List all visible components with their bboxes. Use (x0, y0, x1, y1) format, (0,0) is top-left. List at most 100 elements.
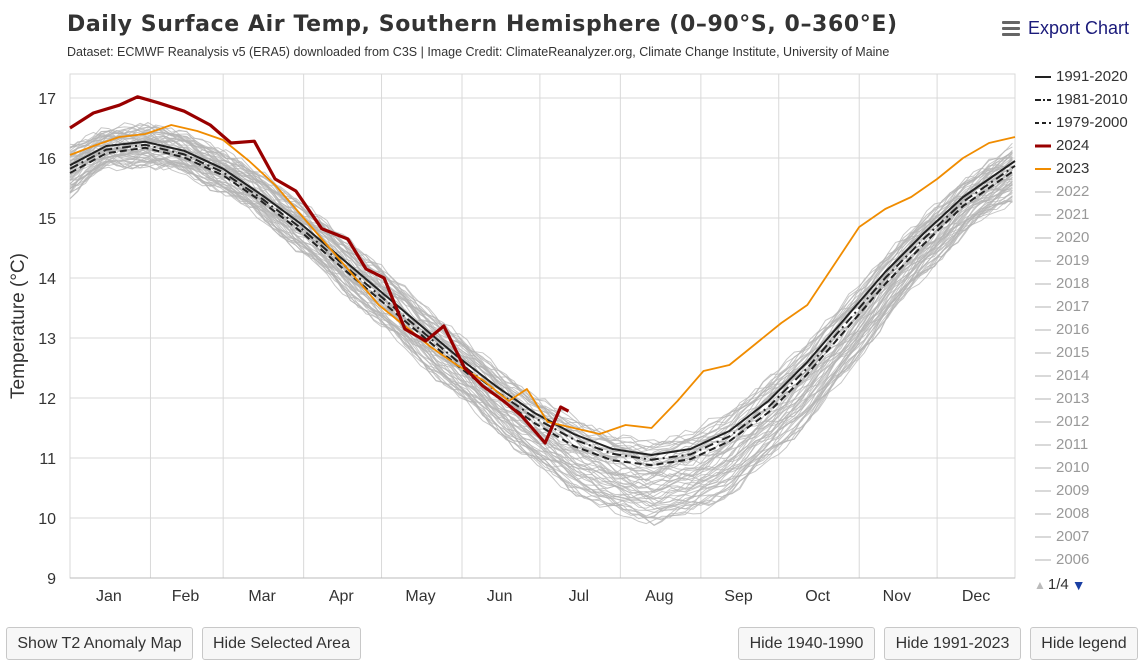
historical-year-line[interactable] (69, 156, 1013, 511)
historical-year-line[interactable] (69, 124, 1013, 450)
export-chart-label: Export Chart (1027, 18, 1129, 38)
legend-swatch-icon (1035, 466, 1051, 469)
historical-year-line[interactable] (69, 161, 1013, 525)
legend-item-2023[interactable]: 2023 (1034, 157, 1139, 180)
x-tick-label: Jun (487, 588, 513, 605)
legend-label: 2011 (1056, 436, 1089, 453)
legend-page-up-icon[interactable]: ▲ (1034, 577, 1046, 592)
legend-item-2006[interactable]: 2006 (1034, 548, 1139, 571)
x-tick-label: Sep (724, 588, 753, 605)
temperature-chart: 9 10 11 12 13 14 15 16 17 Jan Feb Mar Apr May Jun Jul Au… (8, 73, 1016, 605)
series-line-2023[interactable] (69, 124, 1016, 435)
legend-label: 2006 (1056, 551, 1090, 568)
x-tick-label: Dec (962, 588, 990, 605)
legend-item-1979-2000[interactable]: 1979-2000 (1034, 111, 1139, 134)
chart-legend: 1991-2020 1981-2010 1979-2000 2024 2023 2022 2… (1034, 65, 1139, 571)
historical-year-line[interactable] (69, 121, 1013, 452)
legend-swatch-icon (1035, 443, 1051, 446)
historical-year-line[interactable] (69, 122, 1013, 445)
x-tick-label: May (405, 588, 435, 605)
x-tick-label: Oct (805, 588, 830, 605)
historical-year-line[interactable] (69, 160, 1013, 519)
legend-item-2007[interactable]: 2007 (1034, 525, 1139, 548)
legend-page-label: 1/4 (1047, 576, 1069, 593)
legend-swatch-icon (1035, 98, 1051, 101)
legend-page-down-icon[interactable]: ▼ (1071, 576, 1086, 593)
legend-swatch-icon (1035, 420, 1051, 423)
legend-item-2012[interactable]: 2012 (1034, 410, 1139, 433)
legend-label: 1979-2000 (1056, 114, 1128, 131)
legend-item-2018[interactable]: 2018 (1034, 272, 1139, 295)
legend-item-2019[interactable]: 2019 (1034, 249, 1139, 272)
historical-year-line[interactable] (69, 124, 1013, 446)
historical-year-line[interactable] (69, 148, 1013, 504)
legend-label: 2019 (1056, 252, 1090, 269)
legend-swatch-icon (1035, 351, 1051, 354)
y-axis-title: Temperature (°C) (8, 253, 29, 399)
y-tick-label: 12 (38, 391, 56, 408)
hide-selected-area-button[interactable]: Hide Selected Area (202, 627, 361, 660)
legend-label: 2016 (1056, 321, 1090, 338)
hide-1991-2023-button[interactable]: Hide 1991-2023 (884, 627, 1021, 660)
legend-item-2024[interactable]: 2024 (1034, 134, 1139, 157)
legend-item-2008[interactable]: 2008 (1034, 502, 1139, 525)
historical-year-line[interactable] (69, 135, 1013, 468)
export-chart-button[interactable]: Export Chart (1001, 18, 1129, 39)
legend-item-2017[interactable]: 2017 (1034, 295, 1139, 318)
legend-swatch-icon (1035, 236, 1051, 239)
legend-label: 2008 (1056, 505, 1090, 522)
legend-swatch-icon (1035, 489, 1051, 492)
x-tick-label: Feb (172, 588, 200, 605)
series-line-2024[interactable] (69, 95, 570, 445)
hide-legend-button[interactable]: Hide legend (1030, 627, 1138, 660)
legend-label: 1981-2010 (1056, 91, 1128, 108)
legend-label: 2009 (1056, 482, 1090, 499)
chart-subtitle: Dataset: ECMWF Reanalysis v5 (ERA5) down… (67, 45, 890, 59)
y-tick-label: 10 (38, 511, 56, 528)
series-line-1981-2010[interactable] (69, 143, 1016, 461)
y-tick-label: 15 (38, 211, 56, 228)
legend-swatch-icon (1035, 190, 1051, 193)
hide-1940-1990-button[interactable]: Hide 1940-1990 (738, 627, 875, 660)
x-tick-label: Mar (248, 588, 276, 605)
legend-item-2015[interactable]: 2015 (1034, 341, 1139, 364)
legend-item-1991-2020[interactable]: 1991-2020 (1034, 65, 1139, 88)
legend-item-2013[interactable]: 2013 (1034, 387, 1139, 410)
y-tick-label: 17 (38, 91, 56, 108)
legend-item-2021[interactable]: 2021 (1034, 203, 1139, 226)
legend-swatch-icon (1035, 121, 1051, 124)
legend-swatch-icon (1035, 259, 1051, 262)
legend-item-2014[interactable]: 2014 (1034, 364, 1139, 387)
historical-year-line[interactable] (69, 149, 1013, 500)
legend-item-2010[interactable]: 2010 (1034, 456, 1139, 479)
chart-series[interactable] (69, 95, 1016, 467)
series-line-1979-2000[interactable] (69, 146, 1016, 467)
historical-year-line[interactable] (69, 151, 1013, 504)
historical-year-line[interactable] (69, 160, 1013, 526)
legend-item-2020[interactable]: 2020 (1034, 226, 1139, 249)
legend-swatch-icon (1035, 167, 1051, 170)
y-tick-label: 14 (38, 271, 56, 288)
legend-swatch-icon (1035, 328, 1051, 331)
show-anomaly-map-button[interactable]: Show T2 Anomaly Map (6, 627, 193, 660)
legend-item-2022[interactable]: 2022 (1034, 180, 1139, 203)
legend-item-2011[interactable]: 2011 (1034, 433, 1139, 456)
legend-item-2016[interactable]: 2016 (1034, 318, 1139, 341)
legend-item-1981-2010[interactable]: 1981-2010 (1034, 88, 1139, 111)
historical-year-line[interactable] (69, 152, 1013, 512)
legend-swatch-icon (1035, 305, 1051, 308)
historical-year-line[interactable] (69, 159, 1013, 526)
historical-years-lines[interactable] (69, 121, 1013, 526)
legend-swatch-icon (1035, 558, 1051, 561)
historical-year-line[interactable] (69, 153, 1013, 507)
legend-label: 2022 (1056, 183, 1090, 200)
legend-pager: ▲ 1/4 ▼ (1034, 576, 1086, 593)
legend-label: 2024 (1056, 137, 1090, 154)
y-tick-label: 11 (39, 451, 56, 468)
x-tick-label: Jul (569, 588, 589, 605)
legend-label: 2015 (1056, 344, 1090, 361)
legend-swatch-icon (1035, 535, 1051, 538)
x-tick-label: Aug (645, 588, 673, 605)
legend-item-2009[interactable]: 2009 (1034, 479, 1139, 502)
series-line-1991-2020[interactable] (69, 140, 1016, 456)
